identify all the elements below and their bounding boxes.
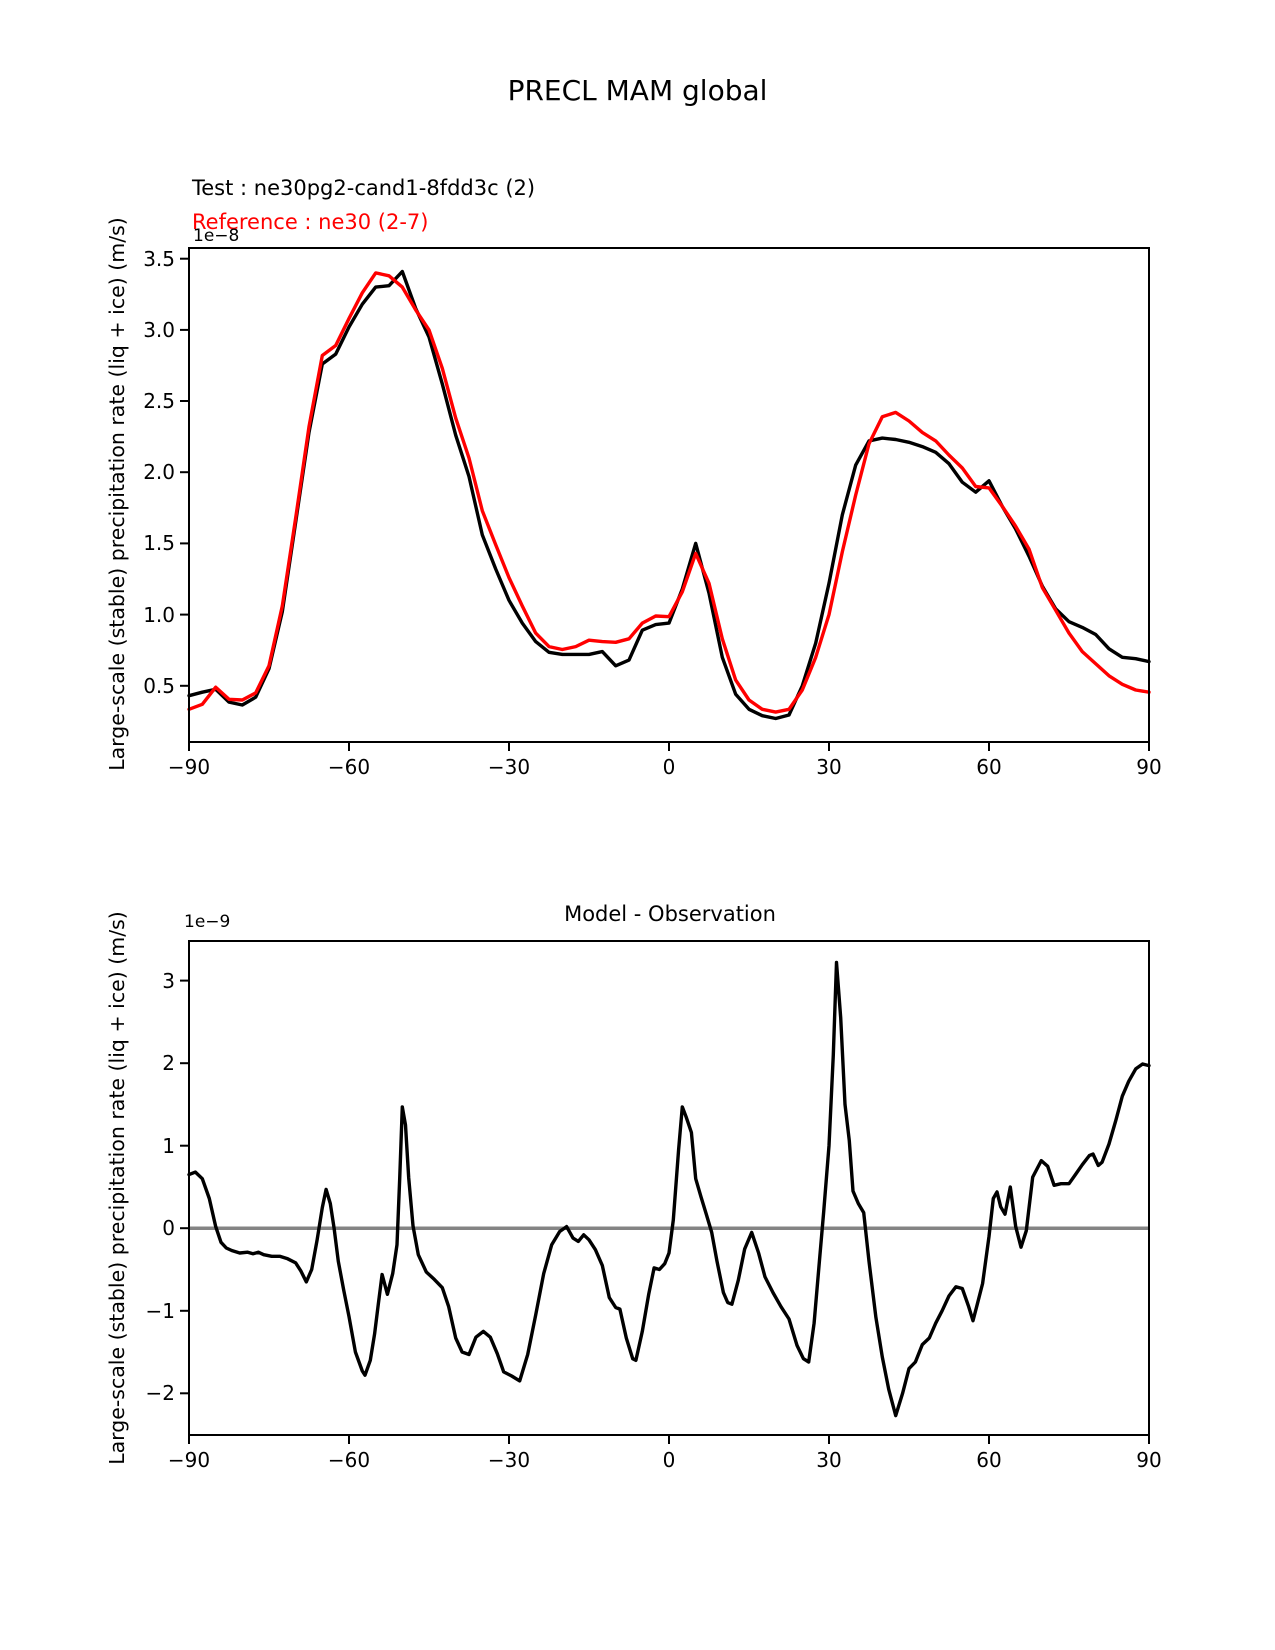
top-y-axis-offset-text: 1e−8 xyxy=(193,226,240,246)
top-y-axis-label: Large-scale (stable) precipitation rate … xyxy=(105,217,129,771)
y-tick-label: −2 xyxy=(145,1381,175,1406)
x-tick-label: 90 xyxy=(1136,1448,1162,1472)
axes-box xyxy=(188,940,1150,1436)
x-tick-label: 60 xyxy=(976,1448,1002,1472)
reference-series-line xyxy=(187,271,1151,714)
y-tick-label: 2.5 xyxy=(143,389,175,414)
y-tick-label: 1 xyxy=(162,1133,175,1158)
x-tick-label: 0 xyxy=(662,755,676,779)
reference-run-label: Reference : ne30 (2-7) xyxy=(192,210,429,234)
x-tick-label: 30 xyxy=(816,1448,842,1472)
x-tick-label: −60 xyxy=(327,1448,371,1472)
x-tick-label: 0 xyxy=(662,1448,676,1472)
x-tick-label: −30 xyxy=(487,755,531,779)
x-tick-label: 30 xyxy=(816,755,842,779)
y-tick-label: 2.0 xyxy=(143,460,175,485)
y-tick-label: 3 xyxy=(162,968,175,993)
y-tick-label: −1 xyxy=(145,1298,175,1323)
difference-series-line xyxy=(187,960,1151,1418)
x-tick-label: −90 xyxy=(167,1448,211,1472)
y-tick-label: 2 xyxy=(162,1051,175,1076)
x-tick-label: −30 xyxy=(487,1448,531,1472)
x-tick-label: 60 xyxy=(976,755,1002,779)
bottom-chart-title: Model - Observation xyxy=(564,902,776,926)
figure-title: PRECL MAM global xyxy=(507,74,768,107)
y-tick-label: 1.0 xyxy=(143,602,175,627)
test-run-label: Test : ne30pg2-cand1-8fdd3c (2) xyxy=(192,176,536,200)
y-tick-label: 3.0 xyxy=(143,317,175,342)
x-tick-label: −90 xyxy=(167,755,211,779)
x-tick-label: 90 xyxy=(1136,755,1162,779)
y-tick-label: 3.5 xyxy=(143,246,175,271)
axes-box xyxy=(188,247,1150,743)
y-tick-label: 0 xyxy=(162,1216,175,1241)
x-tick-label: −60 xyxy=(327,755,371,779)
y-tick-label: 1.5 xyxy=(143,531,175,556)
bottom-y-axis-label: Large-scale (stable) precipitation rate … xyxy=(105,911,129,1465)
y-tick-label: 0.5 xyxy=(143,673,175,698)
test-series-line xyxy=(187,269,1151,721)
bottom-y-axis-offset-text: 1e−9 xyxy=(184,912,231,932)
